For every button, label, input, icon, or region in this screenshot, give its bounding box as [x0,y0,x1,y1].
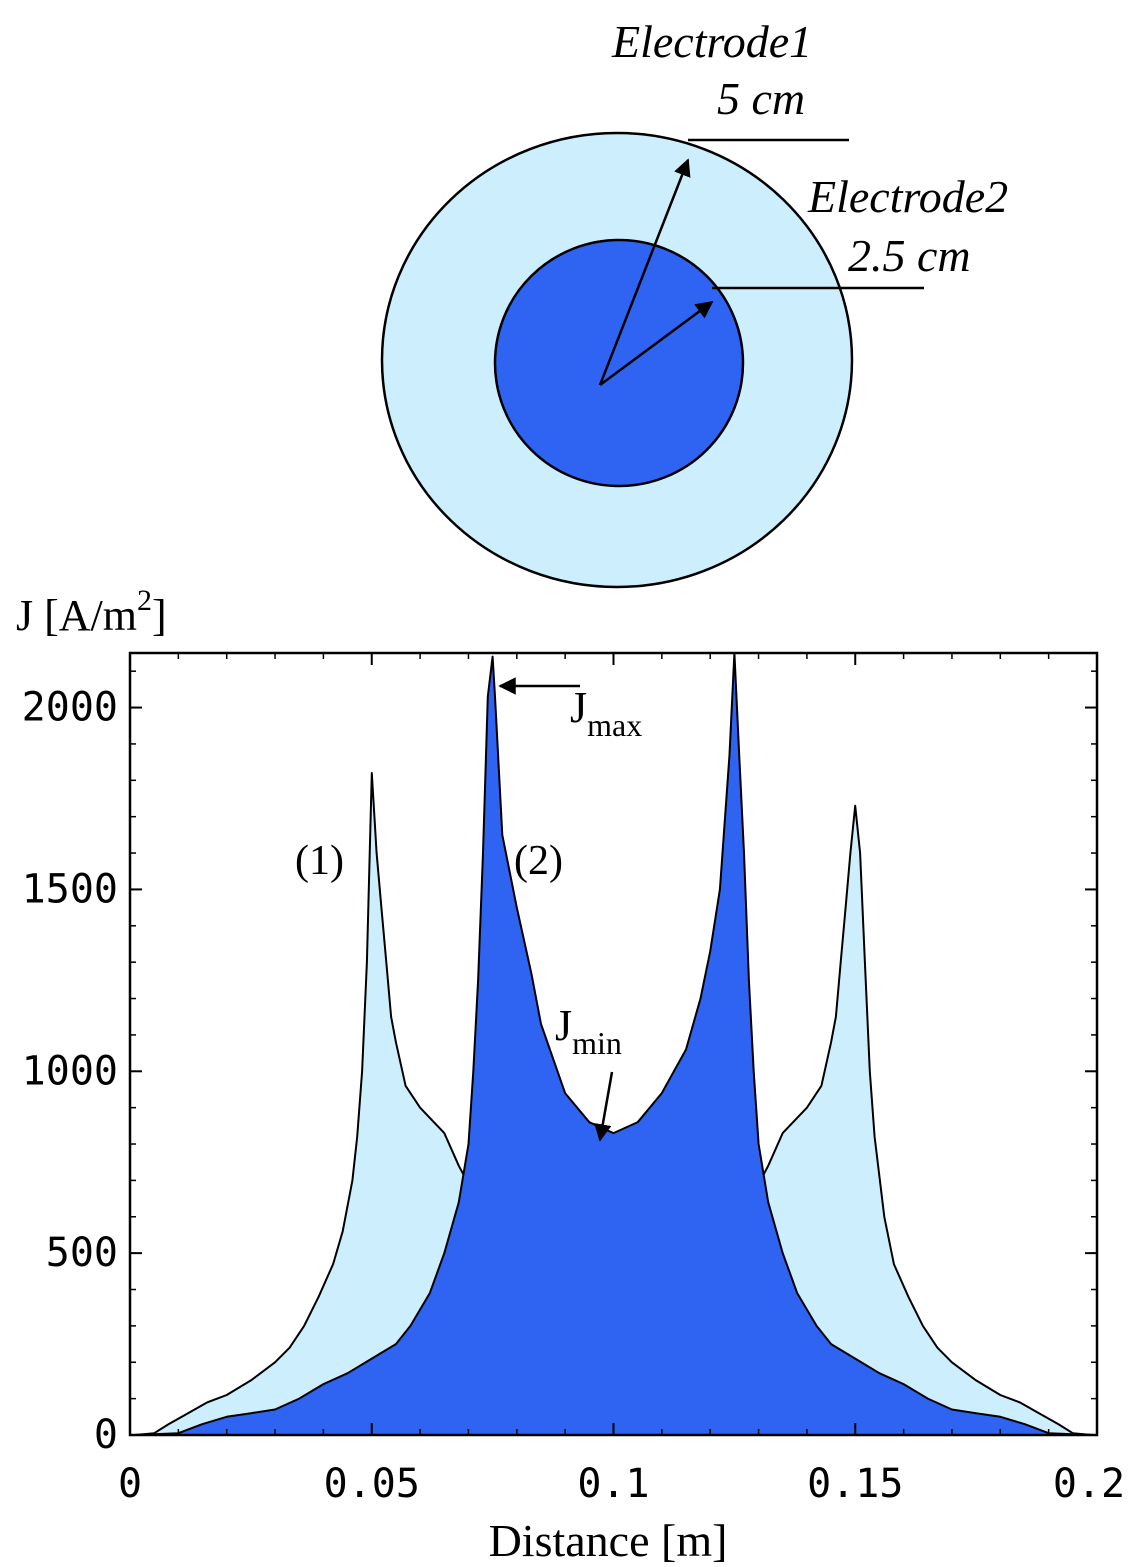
jmin-label-sub: min [572,1025,622,1061]
y-tick-label: 500 [46,1230,118,1276]
x-tick-label: 0.1 [577,1461,649,1507]
y-axis-title-sup: 2 [137,584,152,617]
jmin-label: Jmin [555,1001,622,1061]
x-tick-label: 0.2 [1053,1461,1125,1507]
chart: J [A/m2] 0 0.05 0.1 0.15 0.2 0 500 1000 1500 2000… [16,584,1125,1566]
y-tick-label: 2000 [22,685,118,731]
jmax-label-main: J [570,683,587,732]
electrode2-size: 2.5 cm [848,230,971,281]
axis-ticks [129,653,1098,1436]
jmax-label: Jmax [570,683,642,743]
jmin-arrow [594,1071,614,1142]
x-tick-label: 0 [118,1461,142,1507]
jmin-label-main: J [555,1001,572,1050]
electrode2-disc [493,238,745,488]
jmax-label-sub: max [587,707,642,743]
series-1-label: (1) [295,838,344,884]
electrode2-radius-arrow [599,300,714,387]
x-tick-label: 0.05 [324,1461,420,1507]
tick-labels: 0 0.05 0.1 0.15 0.2 0 500 1000 1500 2000 [22,685,1125,1507]
electrode-diagram: Electrode1 5 cm Electrode2 2.5 cm [380,16,1008,589]
y-axis-title: J [A/m2] [16,584,167,640]
x-axis-title: Distance [m] [489,1515,728,1566]
electrode1-size: 5 cm [717,73,805,124]
y-axis-title-end: ] [152,591,167,640]
series-2-area [133,652,1094,1436]
y-tick-label: 0 [94,1412,118,1458]
electrode2-name: Electrode2 [807,171,1008,222]
electrode1-name: Electrode1 [611,16,812,67]
plot-areas [133,652,1094,1436]
electrode1-radius-arrow [598,158,691,386]
y-tick-label: 1000 [22,1048,118,1094]
y-axis-title-main: J [A/m [16,591,137,640]
y-tick-label: 1500 [22,866,118,912]
x-tick-label: 0.15 [807,1461,903,1507]
series-2-label: (2) [514,838,563,884]
